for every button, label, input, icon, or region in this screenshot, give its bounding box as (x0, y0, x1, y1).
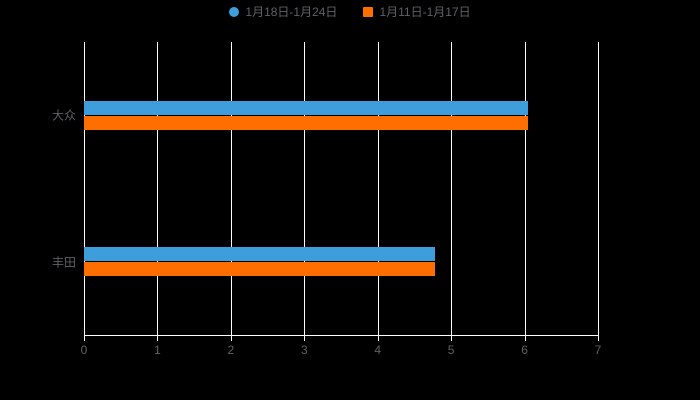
legend-item-week2[interactable]: 1月18日-1月24日 (229, 6, 337, 18)
x-gridline (84, 42, 85, 335)
x-gridline (230, 42, 232, 335)
x-tick-label: 7 (594, 343, 602, 357)
bar-series1[interactable] (84, 247, 435, 262)
x-axis-tick (451, 335, 453, 341)
bar-series1[interactable] (84, 100, 529, 115)
x-axis-tick (598, 335, 599, 341)
x-gridline (451, 42, 453, 335)
legend-marker-orange-icon (363, 7, 374, 17)
x-gridline (524, 42, 526, 335)
legend-label: 1月11日-1月17日 (379, 5, 471, 19)
bar-series2[interactable] (84, 115, 529, 130)
x-tick-label: 0 (80, 343, 88, 357)
x-tick-label: 6 (521, 343, 528, 357)
x-axis-tick (304, 335, 306, 341)
x-tick-label: 3 (300, 343, 308, 357)
legend-marker-blue-icon (229, 7, 240, 17)
x-tick-label: 2 (227, 343, 235, 357)
y-category-label: 大众 (51, 108, 76, 123)
x-axis-tick (84, 335, 85, 341)
chart-legend: 1月18日-1月24日 1月11日-1月17日 (0, 6, 700, 18)
x-axis-line (84, 335, 599, 336)
x-axis-tick (230, 335, 232, 341)
x-tick-label: 5 (447, 343, 455, 357)
x-axis-tick (377, 335, 379, 341)
bar-series2[interactable] (84, 262, 435, 277)
x-gridline (598, 42, 599, 335)
x-gridline (157, 42, 159, 335)
legend-item-week1[interactable]: 1月11日-1月17日 (363, 5, 471, 19)
x-tick-label: 4 (374, 343, 382, 357)
x-axis-tick (524, 335, 526, 341)
x-gridline (377, 42, 379, 335)
x-axis-tick (157, 335, 159, 341)
x-tick-label: 1 (154, 343, 161, 357)
y-category-label: 丰田 (51, 255, 76, 270)
legend-label: 1月18日-1月24日 (245, 5, 338, 19)
x-gridline (304, 42, 306, 335)
